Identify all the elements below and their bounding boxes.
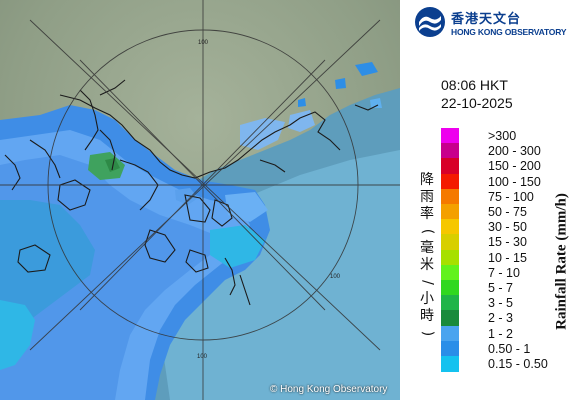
legend-label: 1 - 2 <box>488 326 514 341</box>
legend-swatch <box>441 295 459 311</box>
copyright-text: © Hong Kong Observatory <box>270 384 388 395</box>
time-label: 08:06 HKT <box>441 77 508 93</box>
legend-label: 5 - 7 <box>488 281 514 295</box>
legend-swatch <box>441 234 459 251</box>
ring-label-east: 100 <box>330 274 341 280</box>
legend-swatch <box>441 219 459 235</box>
legend-label: 15 - 30 <box>488 235 527 250</box>
legend-label: >300 <box>488 129 517 143</box>
legend-label: 150 - 200 <box>488 159 541 174</box>
legend-label: 200 - 300 <box>488 144 541 159</box>
legend-swatch <box>441 128 459 144</box>
legend-label: 7 - 10 <box>488 265 520 280</box>
legend-swatch <box>441 280 459 296</box>
legend-label: 0.15 - 0.50 <box>488 357 548 371</box>
legend-title-english: Rainfall Rate (mm/h) <box>553 193 570 330</box>
ring-label-north: 100 <box>198 40 209 46</box>
legend-swatch <box>441 356 459 372</box>
legend-title-chinese: 降雨率(毫米 / 小時) <box>419 172 436 337</box>
legend-swatch <box>441 310 459 327</box>
legend-label: 10 - 15 <box>488 250 527 265</box>
ring-labels: 100 100 100 <box>197 40 341 360</box>
legend-swatch <box>441 143 459 159</box>
logo-chinese-name: 香港天文台 <box>451 12 522 27</box>
legend-label: 50 - 75 <box>488 205 527 219</box>
timestamp: 08:06 HKT 22-10-2025 <box>441 76 513 112</box>
radar-image: 100 100 100 <box>0 0 400 400</box>
legend-label: 3 - 5 <box>488 296 514 311</box>
legend-swatch <box>441 325 459 342</box>
date-label: 22-10-2025 <box>441 95 513 111</box>
legend-swatch <box>441 249 459 266</box>
legend-label: 30 - 50 <box>488 220 527 235</box>
logo-english-name: HONG KONG OBSERVATORY <box>451 27 567 37</box>
hko-logo-icon <box>415 7 445 37</box>
hko-logo: 香港天文台 HONG KONG OBSERVATORY <box>414 6 574 40</box>
ring-label-south: 100 <box>197 354 208 360</box>
legend-swatch <box>441 188 459 205</box>
legend-label: 75 - 100 <box>488 189 534 204</box>
legend-panel <box>400 0 577 400</box>
legend-swatch <box>441 340 459 357</box>
legend-swatch <box>441 173 459 190</box>
legend-label: 0.50 - 1 <box>488 341 531 356</box>
legend-label: 2 - 3 <box>488 311 514 326</box>
legend-swatch <box>441 264 459 281</box>
radar-map[interactable]: 100 100 100 © Hong Kong Observatory <box>0 0 400 400</box>
range-rings <box>0 0 400 400</box>
legend-swatch <box>441 204 459 220</box>
legend-swatch <box>441 158 459 175</box>
legend-label: 100 - 150 <box>488 174 541 189</box>
